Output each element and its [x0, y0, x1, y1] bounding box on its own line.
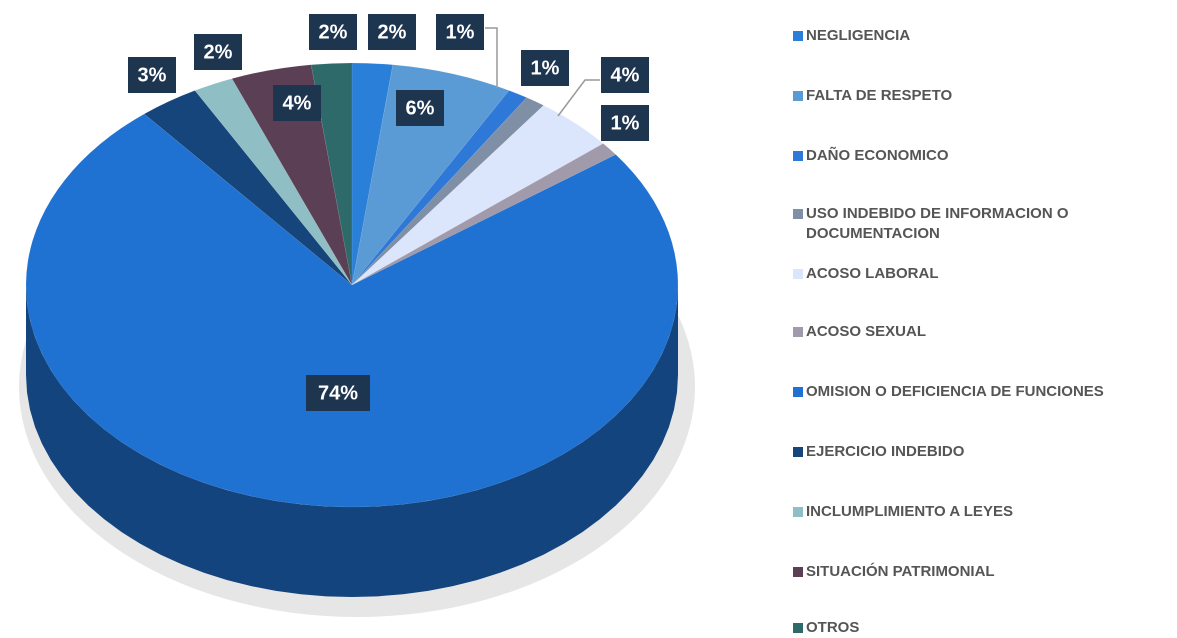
legend-swatch: [793, 447, 803, 457]
data-label: 4%: [283, 92, 312, 114]
pie-slice: [194, 78, 353, 286]
data-label: 2%: [378, 21, 407, 43]
label-box: [309, 14, 357, 50]
legend-label: DAÑO ECONOMICO: [806, 147, 949, 164]
legend-swatch: [793, 269, 803, 279]
label-box: [521, 50, 569, 86]
pie-slice: [351, 97, 545, 286]
pie-slice: [25, 113, 679, 508]
pie-slice: [351, 62, 394, 286]
data-label: 1%: [531, 57, 560, 79]
legend-swatch: [793, 327, 803, 337]
label-box: [194, 34, 242, 70]
data-label: 2%: [204, 41, 233, 63]
legend-item: OMISION O DEFICIENCIA DE FUNCIONES: [793, 382, 1163, 402]
label-box: [601, 105, 649, 141]
legend-swatch: [793, 209, 803, 219]
label-box: [436, 14, 484, 50]
data-label: 74%: [318, 382, 358, 404]
legend-label: NEGLIGENCIA: [806, 27, 911, 44]
label-box: [368, 14, 416, 50]
legend-item: EJERCICIO INDEBIDO: [793, 442, 1163, 462]
legend-item: SITUACIÓN PATRIMONIAL: [793, 562, 1163, 582]
legend-swatch: [793, 91, 803, 101]
legend-label: INCLUMPLIMIENTO A LEYES: [806, 503, 1013, 520]
legend-swatch: [793, 151, 803, 161]
data-label: 1%: [446, 21, 475, 43]
legend-label: FALTA DE RESPETO: [806, 87, 953, 104]
legend-swatch: [793, 507, 803, 517]
legend-swatch: [793, 387, 803, 397]
pie-slice: [143, 90, 353, 286]
data-label: 6%: [406, 97, 435, 119]
data-label: 2%: [319, 21, 348, 43]
legend-label: OTROS: [806, 619, 860, 636]
label-box: [273, 85, 321, 121]
pie-slice: [351, 105, 604, 286]
legend-label: EJERCICIO INDEBIDO: [806, 443, 965, 460]
legend-item: FALTA DE RESPETO: [793, 86, 1163, 106]
legend-item: NEGLIGENCIA: [793, 26, 1163, 46]
pie-slice: [310, 62, 353, 286]
pie-slice: [351, 90, 528, 286]
legend-label: SITUACIÓN PATRIMONIAL: [806, 563, 995, 580]
legend-item: ACOSO LABORAL: [793, 264, 1163, 284]
legend-item: INCLUMPLIMIENTO A LEYES: [793, 502, 1163, 522]
label-box: [128, 57, 176, 93]
legend-label: ACOSO LABORAL: [806, 265, 939, 282]
leader-line: [557, 79, 600, 117]
legend-label: OMISION O DEFICIENCIA DE FUNCIONES: [806, 383, 1104, 400]
pie-side: [26, 285, 678, 597]
data-label: 4%: [611, 64, 640, 86]
pie-slice: [351, 143, 617, 286]
pie-slice: [351, 64, 510, 286]
legend-label: ACOSO SEXUAL: [806, 323, 927, 340]
legend-label: USO INDEBIDO DE INFORMACION O DOCUMENTAC…: [806, 205, 1069, 242]
legend-swatch: [793, 623, 803, 633]
data-label: 1%: [611, 112, 640, 134]
legend-item: ACOSO SEXUAL: [793, 322, 1163, 342]
legend-item: DAÑO ECONOMICO: [793, 146, 1163, 166]
legend-swatch: [793, 567, 803, 577]
pie-slice: [231, 64, 353, 286]
legend-item: OTROS: [793, 618, 1163, 638]
label-box: [601, 57, 649, 93]
label-box: [396, 90, 444, 126]
leader-line: [485, 27, 498, 88]
legend-swatch: [793, 31, 803, 41]
legend-item: USO INDEBIDO DE INFORMACION O DOCUMENTAC…: [793, 204, 1163, 244]
data-label: 3%: [138, 64, 167, 86]
label-box: [306, 375, 370, 411]
